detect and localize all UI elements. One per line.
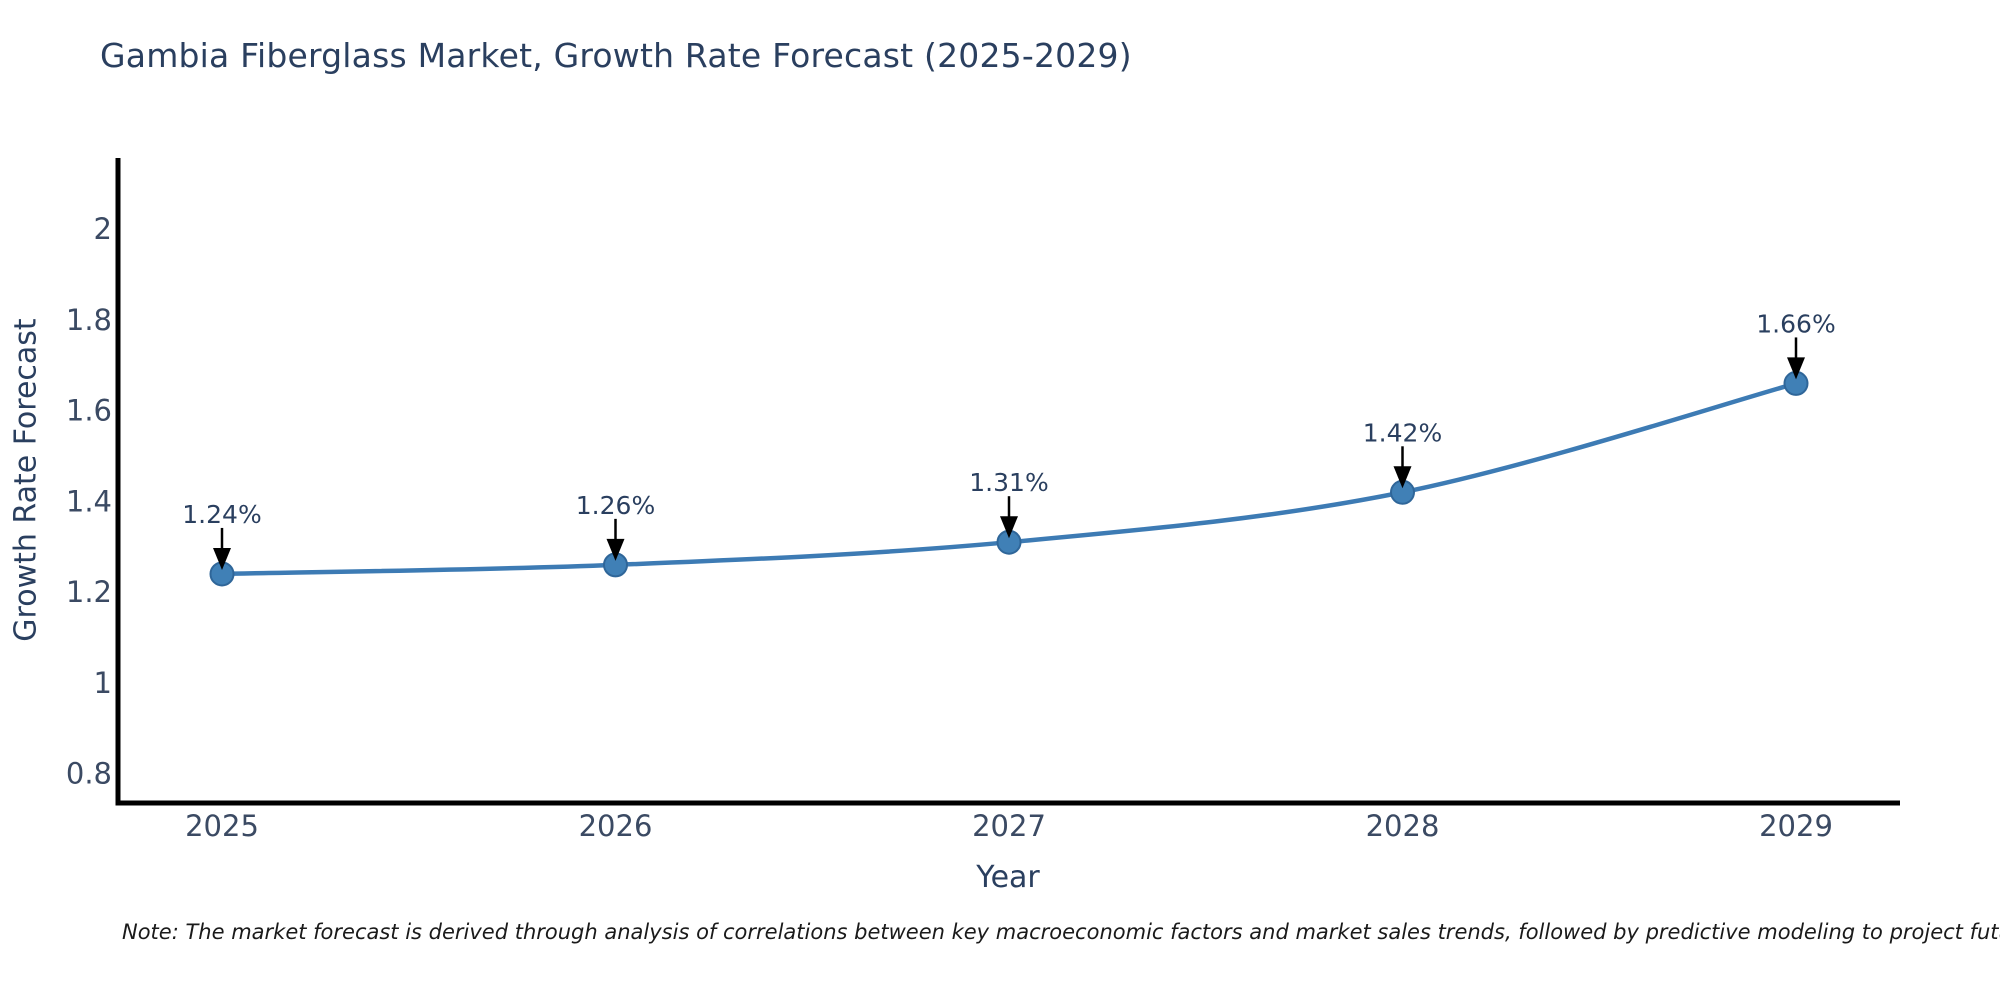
annotation-arrowhead bbox=[1000, 516, 1018, 539]
y-tick-label: 1.8 bbox=[66, 303, 112, 337]
annotation-arrowhead bbox=[213, 547, 231, 570]
annotation-label: 1.31% bbox=[969, 468, 1048, 497]
annotation-arrowhead bbox=[1787, 357, 1805, 380]
x-axis-title: Year bbox=[976, 860, 1040, 895]
annotation-label: 1.66% bbox=[1756, 309, 1835, 338]
annotation-arrowhead bbox=[606, 538, 625, 561]
annotation-label: 1.26% bbox=[576, 491, 655, 520]
x-tick-label: 2028 bbox=[1366, 809, 1440, 843]
chart-title: Gambia Fiberglass Market, Growth Rate Fo… bbox=[100, 36, 1132, 75]
annotation-arrowhead bbox=[1393, 466, 1412, 489]
footnote: Note: The market forecast is derived thr… bbox=[122, 920, 2000, 944]
y-tick-label: 1.2 bbox=[66, 575, 112, 609]
y-tick-label: 0.8 bbox=[66, 757, 112, 791]
annotation-label: 1.24% bbox=[182, 500, 261, 529]
annotation-label: 1.42% bbox=[1363, 418, 1442, 447]
y-tick-label: 2 bbox=[94, 212, 112, 246]
x-tick-label: 2029 bbox=[1759, 809, 1833, 843]
y-tick-label: 1 bbox=[94, 666, 112, 700]
y-tick-label: 1.4 bbox=[66, 484, 112, 518]
x-tick-label: 2027 bbox=[972, 809, 1046, 843]
y-tick-label: 1.6 bbox=[66, 394, 112, 428]
x-tick-label: 2026 bbox=[579, 809, 653, 843]
x-tick-label: 2025 bbox=[185, 809, 259, 843]
